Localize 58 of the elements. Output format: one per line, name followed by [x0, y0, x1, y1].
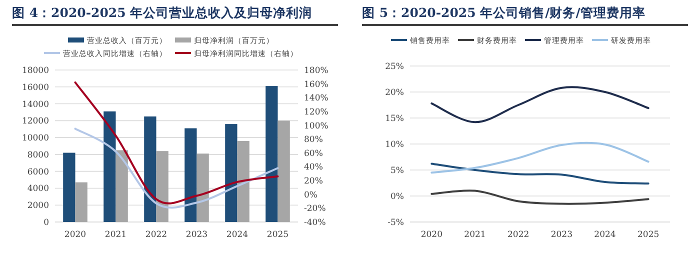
y-tick-label: 10000	[22, 134, 49, 144]
x-tick-label: 2022	[508, 230, 530, 240]
bar	[225, 124, 238, 222]
line-series	[430, 190, 650, 205]
chart-title: 图 5：2020-2025 年公司销售/财务/管理费用率	[362, 5, 646, 20]
y2-tick-label: 160%	[304, 80, 328, 90]
x-tick-label: 2023	[186, 230, 208, 240]
bar	[116, 150, 128, 222]
y-tick-label: 6000	[27, 167, 49, 178]
x-tick-label: 2023	[550, 230, 572, 240]
y-tick-label: 0	[44, 218, 49, 228]
bar	[104, 111, 116, 222]
line-series	[430, 86, 650, 124]
x-tick-label: 2020	[420, 230, 442, 240]
y-tick-label: 0%	[390, 192, 404, 202]
bar	[75, 182, 88, 222]
y2-tick-label: -20%	[304, 204, 326, 214]
y-tick-label: 2000	[27, 201, 49, 212]
line-series	[430, 162, 650, 185]
y-tick-label: 12000	[22, 116, 49, 127]
y2-tick-label: 100%	[304, 121, 328, 132]
y-tick-label: 5%	[390, 166, 404, 176]
y-tick-label: 15%	[385, 114, 404, 124]
y2-tick-label: 180%	[304, 66, 328, 76]
y-tick-label: 18000	[22, 66, 49, 76]
chart-title: 图 4：2020-2025 年公司营业总收入及归母净利润	[12, 5, 312, 20]
y2-tick-label: 20%	[304, 176, 323, 187]
y2-tick-label: 140%	[304, 94, 328, 104]
bar	[196, 154, 209, 222]
y-tick-label: 14000	[22, 100, 49, 110]
y2-tick-label: 60%	[304, 148, 323, 159]
y-tick-label: 16000	[22, 82, 49, 93]
x-tick-label: 2021	[104, 230, 127, 240]
x-tick-label: 2024	[594, 230, 616, 240]
bar	[184, 128, 197, 222]
x-tick-label: 2022	[145, 230, 168, 240]
bar	[266, 86, 278, 222]
y2-tick-label: 0%	[304, 190, 318, 200]
y-tick-label: -5%	[388, 218, 404, 228]
y-tick-label: 10%	[385, 140, 404, 150]
bar	[237, 140, 250, 222]
y2-tick-label: 80%	[304, 135, 323, 146]
y-tick-label: 8000	[27, 150, 49, 160]
y-tick-label: 25%	[385, 62, 404, 72]
x-tick-label: 2025	[638, 230, 660, 240]
x-tick-label: 2020	[64, 230, 86, 240]
bar	[156, 151, 168, 222]
y2-tick-label: 40%	[304, 162, 323, 173]
y-tick-label: 4000	[27, 184, 49, 194]
bar	[278, 120, 290, 222]
x-tick-label: 2025	[266, 230, 289, 240]
y2-tick-label: -40%	[304, 218, 326, 228]
x-tick-label: 2021	[464, 230, 486, 240]
x-tick-label: 2024	[226, 230, 248, 240]
y-tick-label: 20%	[385, 88, 404, 98]
bar	[144, 116, 156, 222]
y2-tick-label: 120%	[304, 107, 328, 118]
bar	[63, 152, 76, 222]
